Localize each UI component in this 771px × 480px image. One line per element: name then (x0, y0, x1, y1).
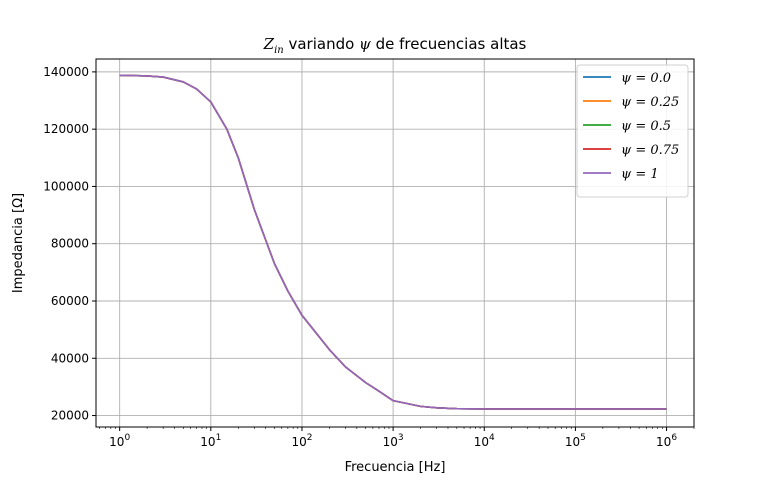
x-tick-label: 105 (565, 433, 586, 449)
x-tick-label: 100 (109, 433, 130, 449)
x-tick-label: 103 (383, 433, 404, 449)
legend: ψ = 0.0 ψ = 0.25 ψ = 0.5 ψ = 0.75 ψ = 1 (576, 64, 689, 198)
y-tick-label: 40000 (51, 351, 89, 365)
plot-frame (95, 58, 695, 428)
x-tick-label: 104 (474, 433, 495, 449)
legend-label: ψ = 0.75 (621, 143, 679, 158)
chart-title-sub: in (274, 45, 284, 56)
legend-label: ψ = 0.25 (621, 95, 679, 110)
legend-label: ψ = 1 (621, 167, 659, 182)
series-lines (119, 74, 667, 410)
legend-box (576, 64, 689, 198)
legend-label: ψ = 0.5 (621, 119, 671, 134)
chart-title-psi: ψ (359, 35, 371, 53)
x-tick-label: 102 (291, 433, 312, 449)
x-axis-label: Frecuencia [Hz] (345, 460, 446, 475)
y-tick-label: 140000 (43, 65, 89, 79)
y-tick-label: 20000 (51, 409, 89, 423)
y-tick-label: 60000 (51, 294, 89, 308)
series-line-4 (119, 74, 667, 410)
y-tick-label: 120000 (43, 122, 89, 136)
chart-title-rest-b: de frecuencias altas (371, 35, 527, 53)
chart-title-rest-a: variando (284, 35, 359, 53)
y-axis-label: Impedancia [Ω] (11, 193, 26, 293)
x-tick-label: 101 (200, 433, 221, 449)
legend-label: ψ = 0.0 (621, 71, 671, 86)
y-tick-label: 100000 (43, 179, 89, 193)
chart-title: Zin variando ψ de frecuencias altas (263, 35, 527, 56)
y-tick-label: 80000 (51, 237, 89, 251)
x-tick-label: 106 (656, 433, 677, 449)
chart-title-main: Z (263, 35, 275, 53)
axis-ticks: 100 101 102 103 104 105 106 20000 40000 60000 8000… (43, 65, 695, 449)
